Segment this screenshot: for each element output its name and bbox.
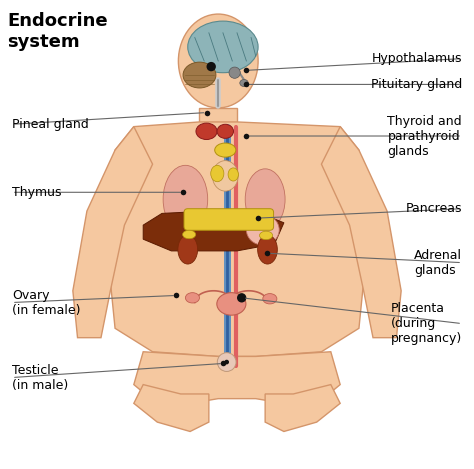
Ellipse shape xyxy=(215,143,236,157)
Ellipse shape xyxy=(188,21,258,73)
Ellipse shape xyxy=(185,293,200,303)
Ellipse shape xyxy=(178,14,258,108)
Ellipse shape xyxy=(212,160,238,191)
Polygon shape xyxy=(134,352,340,408)
Ellipse shape xyxy=(228,168,238,181)
Ellipse shape xyxy=(182,230,196,239)
Polygon shape xyxy=(321,127,401,338)
Ellipse shape xyxy=(196,123,217,140)
Ellipse shape xyxy=(217,293,246,315)
Text: Pituitary gland: Pituitary gland xyxy=(371,78,462,91)
Polygon shape xyxy=(134,385,209,431)
Text: Thymus: Thymus xyxy=(12,186,61,199)
Ellipse shape xyxy=(183,62,216,88)
Text: Placenta
(during
pregnancy): Placenta (during pregnancy) xyxy=(391,302,462,345)
Polygon shape xyxy=(73,127,153,338)
Circle shape xyxy=(224,360,229,364)
Ellipse shape xyxy=(217,124,234,138)
Text: Thyroid and
parathyroid
glands: Thyroid and parathyroid glands xyxy=(388,114,462,158)
Text: Testicle
(in male): Testicle (in male) xyxy=(12,363,68,392)
Circle shape xyxy=(229,67,240,78)
Circle shape xyxy=(237,293,246,303)
Ellipse shape xyxy=(263,294,277,304)
FancyBboxPatch shape xyxy=(184,209,273,230)
Polygon shape xyxy=(265,385,340,431)
Text: Pancreas: Pancreas xyxy=(406,202,462,215)
Ellipse shape xyxy=(246,215,279,245)
Ellipse shape xyxy=(245,169,285,230)
Circle shape xyxy=(207,62,216,71)
Text: Hypothalamus: Hypothalamus xyxy=(372,52,462,65)
Polygon shape xyxy=(106,122,368,356)
Ellipse shape xyxy=(211,166,224,182)
Ellipse shape xyxy=(259,231,273,240)
Polygon shape xyxy=(143,211,284,251)
Ellipse shape xyxy=(258,235,277,264)
Ellipse shape xyxy=(163,166,208,234)
Polygon shape xyxy=(200,108,237,127)
Text: Ovary
(in female): Ovary (in female) xyxy=(12,288,81,317)
Text: Endocrine
system: Endocrine system xyxy=(7,12,108,51)
Ellipse shape xyxy=(240,80,248,87)
Ellipse shape xyxy=(178,235,198,264)
Text: Pineal gland: Pineal gland xyxy=(12,118,89,131)
Circle shape xyxy=(217,353,236,371)
Text: Adrenal
glands: Adrenal glands xyxy=(414,249,462,277)
